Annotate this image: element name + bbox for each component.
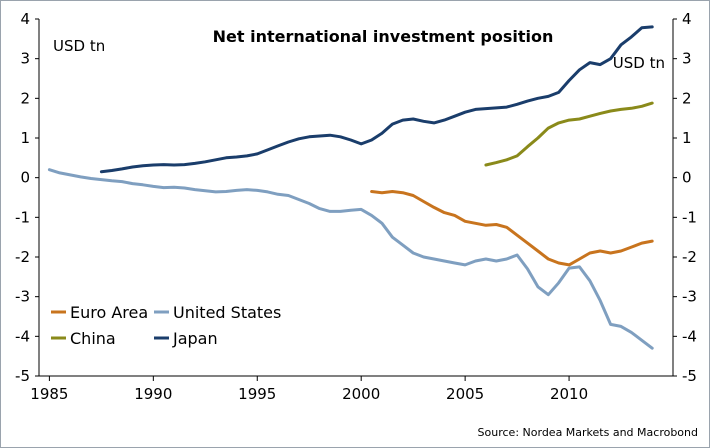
y-tick-label-left: 0 <box>20 169 30 187</box>
y-tick-label-right: 0 <box>682 169 692 187</box>
x-tick-label: 2010 <box>550 385 588 403</box>
legend-label-euro-area: Euro Area <box>70 303 148 322</box>
y-tick-label-left: -4 <box>15 327 30 345</box>
legend: Euro Area United States China Japan <box>51 303 281 348</box>
y-tick-label-left: -5 <box>15 367 30 385</box>
series-line-united-states <box>47 168 654 350</box>
y-tick-label-left: -3 <box>15 288 30 306</box>
x-tick-label: 1990 <box>134 385 172 403</box>
legend-label-japan: Japan <box>172 329 218 348</box>
x-tick-label: 1995 <box>238 385 276 403</box>
y-tick-label-right: 4 <box>682 10 692 28</box>
y-tick-label-right: -5 <box>682 367 697 385</box>
x-tick-label: 2000 <box>342 385 380 403</box>
right-unit-label: USD tn <box>613 54 665 72</box>
y-tick-label-left: -1 <box>15 208 30 226</box>
series-line-japan <box>99 25 654 174</box>
y-tick-label-left: 2 <box>20 89 30 107</box>
y-tick-label-right: -2 <box>682 248 697 266</box>
legend-label-china: China <box>70 329 116 348</box>
y-tick-label-left: 3 <box>20 50 30 68</box>
y-tick-label-right: 2 <box>682 89 692 107</box>
y-tick-label-left: 4 <box>20 10 30 28</box>
source-note: Source: Nordea Markets and Macrobond <box>478 426 698 439</box>
y-tick-label-right: 3 <box>682 50 692 68</box>
series-line-euro-area <box>370 190 654 267</box>
y-tick-label-right: -3 <box>682 288 697 306</box>
left-unit-label: USD tn <box>53 37 105 55</box>
y-tick-label-left: 1 <box>20 129 30 147</box>
y-tick-label-left: -2 <box>15 248 30 266</box>
x-tick-label: 2005 <box>446 385 484 403</box>
chart-title: Net international investment position <box>213 27 554 46</box>
series <box>47 25 654 350</box>
y-tick-label-right: -1 <box>682 208 697 226</box>
y-tick-label-right: -4 <box>682 327 697 345</box>
axes <box>38 19 674 377</box>
x-tick-label: 1985 <box>30 385 68 403</box>
legend-label-united-states: United States <box>173 303 281 322</box>
series-line-china <box>484 101 654 167</box>
y-tick-label-right: 1 <box>682 129 692 147</box>
